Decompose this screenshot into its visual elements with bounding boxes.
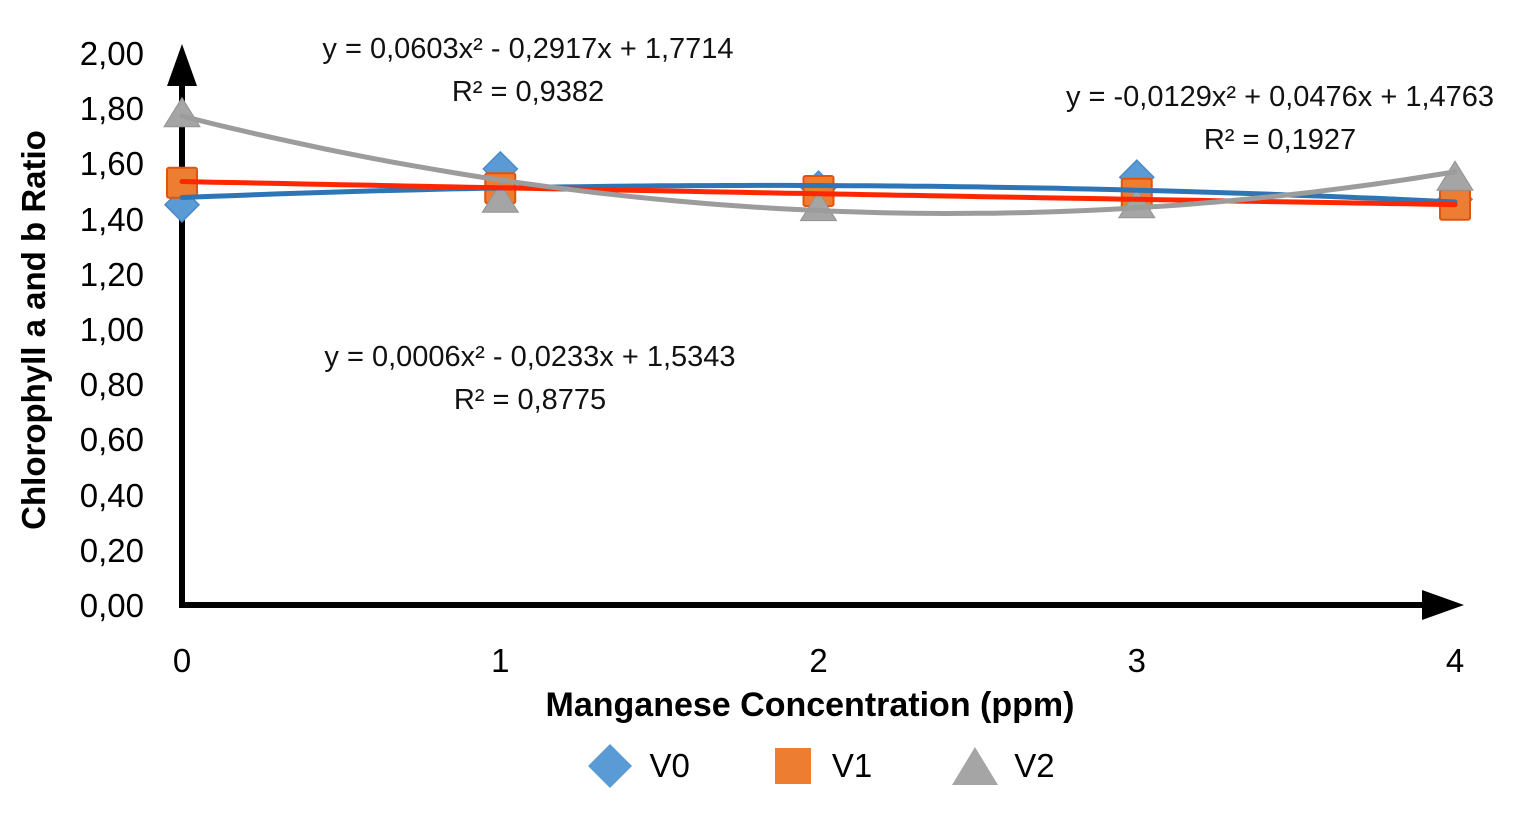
y-tick-label-0,40: 0,40 [79, 476, 144, 514]
marker-v2-x0 [163, 96, 201, 128]
trendline-annotation-v1: y = 0,0006x² - 0,0233x + 1,5343 R² = 0,8… [280, 336, 780, 422]
x-axis-title: Manganese Concentration (ppm) [545, 686, 1075, 724]
legend-label-v2: V2 [1014, 747, 1055, 784]
legend-triangle-shape [952, 747, 999, 785]
y-tick-label-1,60: 1,60 [79, 145, 144, 183]
trendline-r2-v2: R² = 0,9382 [451, 76, 605, 108]
y-tick-label-1,80: 1,80 [79, 90, 144, 128]
x-tick-label-3: 3 [1127, 642, 1146, 679]
chart-legend: V0 V1 V2 [0, 742, 1532, 790]
x-tick-label-4: 4 [1445, 642, 1465, 679]
y-tick-label-0,00: 0,00 [79, 587, 144, 624]
legend-diamond-icon [588, 744, 633, 788]
legend-item-v1: V1 [768, 742, 872, 790]
trendline-equation-v2: y = 0,0603x² - 0,2917x + 1,7714 [322, 33, 734, 65]
marker-v2-x1 [481, 182, 520, 213]
trendline-annotation-v2: y = 0,0603x² - 0,2917x + 1,7714 R² = 0,9… [278, 28, 778, 114]
x-axis-arrow-icon [1422, 590, 1464, 620]
legend-item-v0: V0 [585, 742, 690, 790]
trendline-equation-v0: y = -0,0129x² + 0,0476x + 1,4763 [1065, 81, 1495, 113]
y-tick-label-1,20: 1,20 [79, 255, 144, 293]
x-tick-label-2: 2 [809, 642, 828, 679]
trendline-v2 [179, 113, 1458, 217]
legend-square-icon [774, 748, 811, 784]
y-tick-label-2,00: 2,00 [79, 35, 144, 72]
y-tick-label-0,60: 0,60 [79, 421, 144, 459]
trendline-r2-v1: R² = 0,8775 [453, 384, 607, 416]
y-tick-label-1,40: 1,40 [79, 200, 144, 238]
trendline-r2-v0: R² = 0,1927 [1203, 124, 1357, 156]
x-tick-label-0: 0 [172, 642, 192, 679]
y-axis-arrow-icon [167, 44, 197, 86]
x-tick-label-1: 1 [491, 642, 510, 679]
y-tick-label-0,80: 0,80 [79, 366, 144, 404]
trendline-annotation-v0: y = -0,0129x² + 0,0476x + 1,4763 R² = 0,… [1028, 76, 1532, 162]
legend-triangle-icon [952, 747, 999, 785]
trendline-v0 [179, 182, 1458, 205]
trendline-equation-v1: y = 0,0006x² - 0,0233x + 1,5343 [324, 341, 736, 373]
legend-square-shape [774, 748, 811, 784]
legend-diamond-shape [588, 744, 633, 788]
y-tick-label-0,20: 0,20 [79, 531, 144, 569]
legend-label-v0: V0 [649, 747, 690, 784]
legend-item-v2: V2 [950, 742, 1055, 790]
y-tick-label-1,00: 1,00 [79, 311, 144, 348]
legend-label-v1: V1 [831, 747, 873, 784]
